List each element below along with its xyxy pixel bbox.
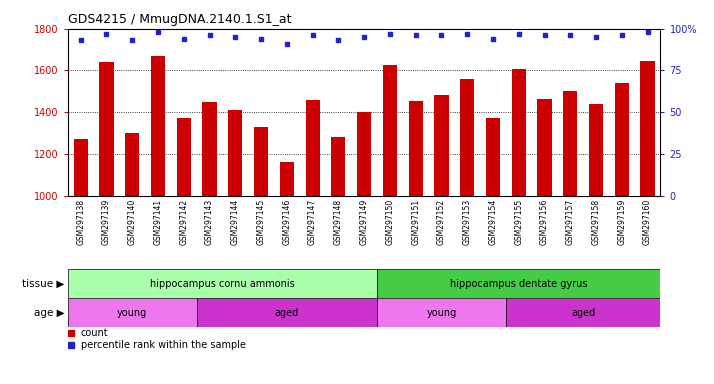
Bar: [357, 112, 371, 195]
Bar: [377, 269, 660, 298]
Text: GSM297148: GSM297148: [334, 199, 343, 245]
Bar: [74, 139, 88, 195]
Text: GSM297152: GSM297152: [437, 199, 446, 245]
Text: GSM297155: GSM297155: [514, 199, 523, 245]
Text: GSM297142: GSM297142: [179, 199, 188, 245]
Bar: [615, 83, 629, 195]
Text: GSM297141: GSM297141: [154, 199, 163, 245]
Bar: [125, 133, 139, 195]
Bar: [280, 162, 294, 195]
Bar: [589, 104, 603, 195]
Text: GSM297153: GSM297153: [463, 199, 472, 245]
Text: GSM297139: GSM297139: [102, 199, 111, 245]
Text: age ▶: age ▶: [34, 308, 64, 318]
Bar: [99, 62, 114, 195]
Text: young: young: [117, 308, 147, 318]
Text: GSM297144: GSM297144: [231, 199, 240, 245]
Bar: [151, 56, 165, 195]
Text: GSM297147: GSM297147: [308, 199, 317, 245]
Bar: [68, 269, 377, 298]
Text: GSM297159: GSM297159: [618, 199, 626, 245]
Text: GSM297158: GSM297158: [591, 199, 600, 245]
Text: GDS4215 / MmugDNA.2140.1.S1_at: GDS4215 / MmugDNA.2140.1.S1_at: [68, 13, 291, 26]
Text: GSM297151: GSM297151: [411, 199, 420, 245]
Bar: [306, 100, 320, 195]
Bar: [254, 127, 268, 195]
Bar: [196, 298, 377, 327]
Text: GSM297145: GSM297145: [256, 199, 266, 245]
Text: hippocampus cornu ammonis: hippocampus cornu ammonis: [150, 279, 295, 289]
Bar: [203, 102, 216, 195]
Bar: [434, 96, 448, 195]
Text: aged: aged: [275, 308, 299, 318]
Bar: [68, 298, 196, 327]
Text: GSM297156: GSM297156: [540, 199, 549, 245]
Bar: [408, 101, 423, 195]
Text: GSM297146: GSM297146: [282, 199, 291, 245]
Bar: [377, 298, 506, 327]
Bar: [460, 79, 474, 195]
Bar: [538, 99, 552, 195]
Text: percentile rank within the sample: percentile rank within the sample: [81, 340, 246, 350]
Text: GSM297138: GSM297138: [76, 199, 85, 245]
Bar: [640, 61, 655, 195]
Text: hippocampus dentate gyrus: hippocampus dentate gyrus: [450, 279, 588, 289]
Bar: [486, 118, 500, 195]
Text: GSM297143: GSM297143: [205, 199, 214, 245]
Text: GSM297150: GSM297150: [386, 199, 394, 245]
Text: GSM297140: GSM297140: [128, 199, 137, 245]
Bar: [176, 118, 191, 195]
Text: GSM297160: GSM297160: [643, 199, 652, 245]
Bar: [383, 65, 397, 195]
Bar: [512, 70, 526, 195]
Text: GSM297154: GSM297154: [488, 199, 498, 245]
Bar: [506, 298, 660, 327]
Text: aged: aged: [571, 308, 595, 318]
Bar: [563, 91, 578, 195]
Bar: [331, 137, 346, 195]
Text: count: count: [81, 328, 109, 338]
Text: GSM297149: GSM297149: [360, 199, 368, 245]
Bar: [228, 110, 242, 195]
Text: GSM297157: GSM297157: [565, 199, 575, 245]
Text: young: young: [426, 308, 456, 318]
Text: tissue ▶: tissue ▶: [22, 279, 64, 289]
